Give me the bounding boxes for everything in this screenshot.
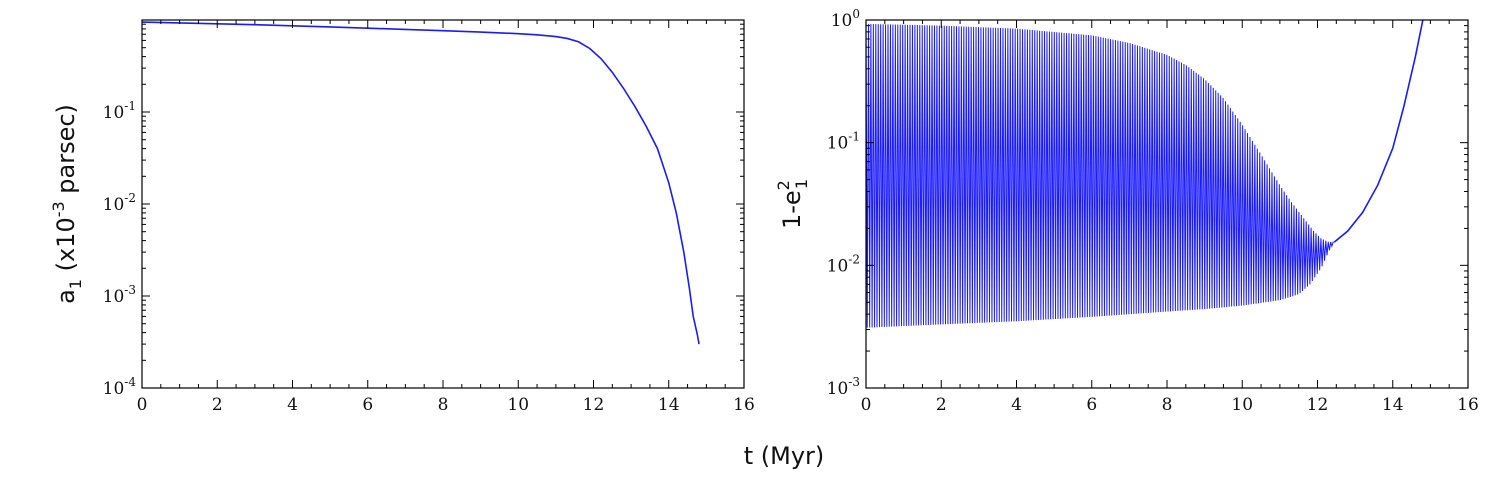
x-tick-label: 16 [1457,395,1479,415]
x-tick-label: 6 [1086,395,1097,415]
x-tick-label: 12 [583,395,605,415]
y-axis-title: a1 (x10-3 parsec) [49,104,85,304]
oscillation-band [865,23,1335,328]
x-tick-label: 8 [1162,395,1173,415]
x-tick-label: 12 [1307,395,1329,415]
chart-eccentricity: 0 2 4 6 8 10 12 14 16 100 10-1 10-2 10-3 1-e21 [774,7,1479,415]
series-line [141,21,700,345]
y-tick-label: 100 [831,7,860,31]
x-tick-label: 10 [507,395,529,415]
y-tick-label: 10-2 [827,252,860,276]
plot-frame [141,19,745,389]
x-tick-label: 14 [1382,395,1404,415]
x-tick-label: 2 [936,395,947,415]
x-tick-label: 8 [438,395,449,415]
x-tick-label: 6 [362,395,373,415]
x-tick-label: 10 [1231,395,1253,415]
y-tick-label: 10-4 [103,375,137,399]
x-tick-label: 0 [137,395,148,415]
chart-semimajor-axis: 0 2 4 6 8 10 12 14 16 10-1 10-2 10-3 10-4 a1 (x10-3 p… [49,19,755,415]
x-tick-label: 4 [1011,395,1022,415]
y-tick-label: 10-1 [827,130,860,154]
x-tick-label: 0 [861,395,872,415]
y-tick-label: 10-3 [103,283,136,307]
x-tick-label: 2 [212,395,223,415]
y-tick-label: 10-1 [103,99,136,123]
series-tail-line [1333,19,1424,243]
y-tick-label: 10-2 [103,191,136,215]
x-axis-title: t (Myr) [744,442,825,470]
x-tick-label: 14 [658,395,680,415]
x-tick-label: 4 [287,395,298,415]
x-tick-label: 16 [733,395,755,415]
y-tick-label: 10-3 [827,375,860,399]
y-axis-title: 1-e21 [774,179,811,229]
